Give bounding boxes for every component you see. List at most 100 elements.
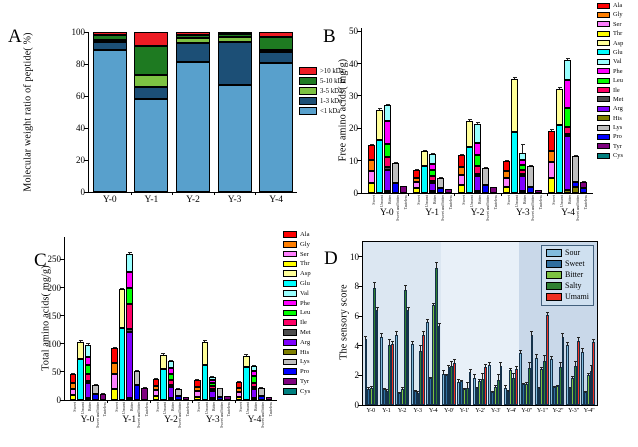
error-bar [583, 391, 587, 394]
bar-segment-Tyr [224, 396, 231, 400]
legend-item: Gly [283, 241, 311, 248]
bar-umami [561, 333, 565, 405]
legend-item: Gly [597, 11, 623, 18]
group-Y-21 [472, 363, 487, 405]
bar-sour [364, 335, 368, 405]
group-Y-0: Sweet Umami Bitter Sweet and bitter Tasteles… [368, 103, 408, 221]
bar-segment-Ala [194, 379, 201, 387]
bar-segment-Gly [548, 151, 555, 162]
y-tick-label: 40 [349, 58, 358, 69]
bar-segment-Gly [413, 177, 420, 183]
error-bar [467, 119, 472, 121]
stacked-bar-sweet: Sweet [69, 373, 77, 412]
thr-swatch [283, 260, 297, 268]
bar-umami [499, 362, 503, 405]
x-category-label: Y-2' [475, 407, 485, 414]
bar-segment-Val [209, 376, 216, 380]
cys-swatch [597, 152, 610, 159]
y-tick-mark [60, 287, 64, 289]
taste-label: Sweet [113, 402, 119, 412]
x-tick-mark [500, 193, 502, 196]
taste-label: Sweet [237, 402, 243, 412]
bar-segment-Ile [474, 165, 481, 174]
stacked-bar-sweet-and-bitter: Sweet and bitter [258, 386, 265, 428]
taste-label: Bitter [252, 402, 258, 412]
y-tick-mark [60, 371, 64, 373]
x-group-label: Y-4 [247, 415, 262, 425]
bar-sweet [583, 391, 587, 405]
x-tick-mark [234, 400, 236, 403]
bar-segment-His [84, 398, 92, 400]
bar-segment-Pro [216, 396, 224, 400]
bar-segment-Asp [118, 289, 126, 328]
group-Y-1: Sweet Umami Bitter Sweet and bitter Tasteles… [111, 251, 149, 428]
stacked-bar-bitter: Bitter [84, 343, 92, 411]
y-tick-mark [358, 345, 362, 347]
error-bar [571, 375, 575, 379]
bar-umami [592, 338, 596, 405]
bar-segment-Ser [458, 175, 465, 186]
error-bar [369, 144, 374, 146]
x-category-label: Y-0 [102, 195, 117, 205]
y-tick-mark [60, 399, 64, 401]
thr-swatch [597, 30, 610, 37]
bar-segment-Ala [235, 381, 243, 388]
error-bar [504, 160, 509, 162]
bar-bitter [416, 391, 420, 405]
bar-segment-Asp [556, 88, 563, 126]
y-tick-label: 50 [349, 26, 358, 37]
bar-segment-Glu [421, 166, 428, 193]
x-group-label: Y-4 [561, 208, 575, 218]
legend-label: Val [300, 289, 309, 297]
bar-segment-Val [167, 361, 175, 368]
y-tick-mark [84, 31, 88, 33]
bar-segment-Asp [160, 355, 167, 369]
legend-label: Lys [300, 358, 310, 366]
bar-salty [419, 345, 423, 405]
y-tick-label: 0 [80, 187, 86, 197]
taste-label: Bitter [169, 402, 175, 412]
bar-segment-His [209, 398, 216, 400]
bar-segment-Arg [474, 176, 481, 191]
error-bar [422, 331, 426, 336]
gly-swatch [283, 241, 297, 248]
panel-a-letter: A [8, 26, 22, 47]
bar-bitter [447, 365, 451, 405]
bar-segment-His [167, 398, 175, 400]
-1-kda-swatch [299, 107, 317, 115]
error-bar [379, 333, 383, 338]
bar-salty [434, 262, 438, 405]
bar-salty [512, 372, 516, 405]
stacked-bar-sweet: Sweet [368, 144, 376, 205]
bar-sweet [568, 386, 572, 405]
bar-segment [92, 31, 127, 35]
y-tick-label: 40 [76, 123, 85, 133]
x-group-label: Y-3 [515, 208, 530, 218]
legend-label: Thr [613, 30, 623, 38]
bar-segment-His [429, 191, 436, 193]
legend-label: Ser [613, 20, 622, 28]
bar-segment-Arg [519, 176, 526, 191]
stacked-bar-bitter: Bitter [167, 359, 175, 411]
panel-a-legend: >10 kDa 5-10 kDa 3-5 kDa 1-3 kDa <1 kDa [299, 67, 345, 117]
bar-salty [589, 365, 593, 405]
bar-segment-Ile [209, 386, 216, 390]
y-tick-mark [84, 159, 88, 161]
legend-item: 1-3 kDa [299, 97, 345, 105]
taste-label: Umami [378, 195, 384, 207]
bar-segment-Phe [519, 159, 526, 166]
error-bar [413, 389, 417, 392]
bar-segment-Met [84, 381, 92, 384]
group-Y-02 [519, 331, 534, 405]
bar-sour [379, 333, 383, 405]
legend-label: Ile [300, 319, 307, 327]
stacked-bar-Y-4 [259, 32, 294, 192]
panel-b-y-axis-label: Free amino acids( mg/g) [337, 58, 349, 162]
asp-swatch [283, 270, 297, 277]
legend-label: Leu [300, 309, 311, 317]
stacked-bar-sweet-and-bitter: Sweet and bitter [482, 166, 490, 221]
bar-sweet [382, 388, 386, 405]
x-group-label: Y-0 [80, 415, 95, 425]
bar-sweet [413, 389, 417, 405]
y-tick-mark [357, 160, 361, 162]
